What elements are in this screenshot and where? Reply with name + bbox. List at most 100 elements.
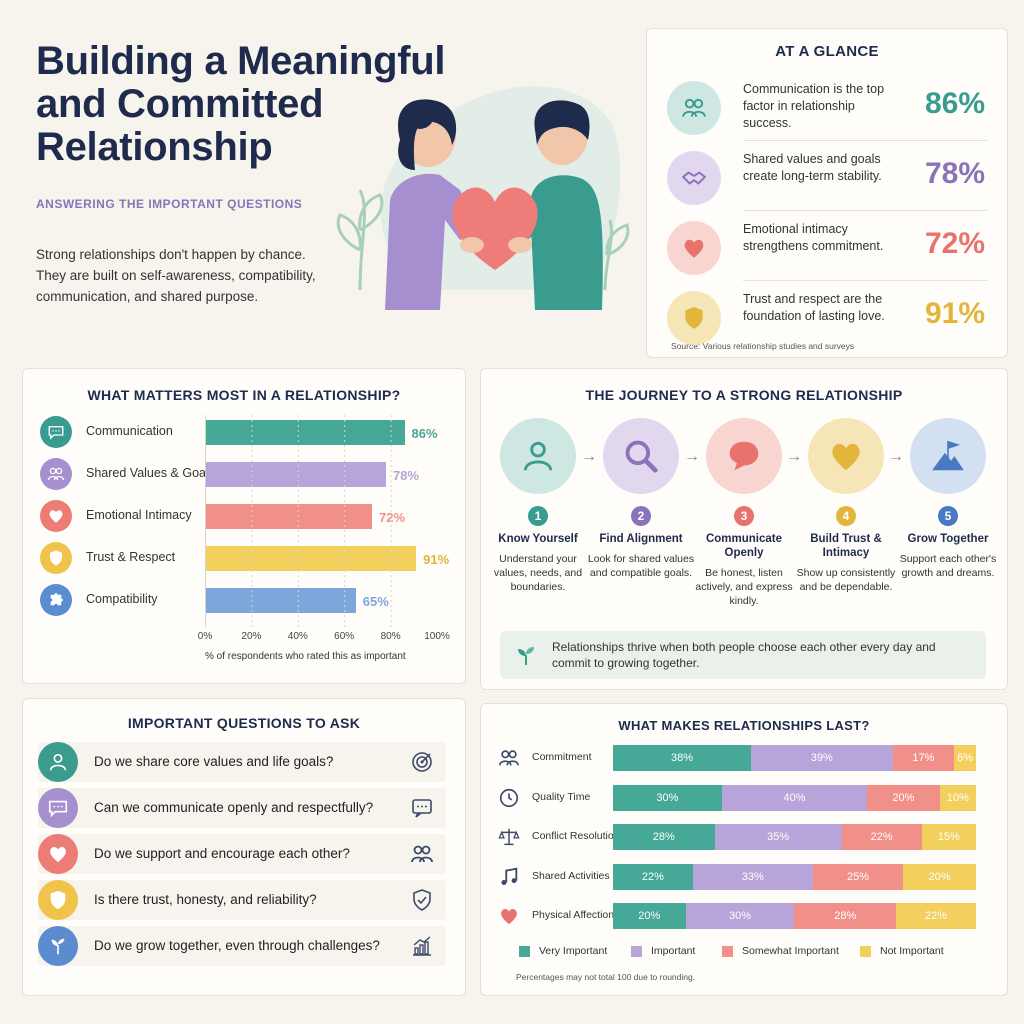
heart-icon [808, 418, 884, 494]
glance-item-percent: 78% [924, 157, 985, 190]
stacked-segment: 22% [896, 903, 976, 929]
person-icon [38, 742, 78, 782]
legend-label: Important [651, 945, 696, 957]
stacked-bar: 38% 39% 17% 6% [613, 745, 976, 771]
shield-icon [40, 542, 72, 574]
bar-value-label: 86% [411, 426, 438, 441]
stacked-row: Physical Affection 20% 30% 28% 22% [498, 903, 978, 929]
legend-swatch [631, 946, 642, 957]
what-matters-title: WHAT MATTERS MOST IN A RELATIONSHIP? [87, 387, 401, 403]
bar-value-label: 91% [423, 552, 450, 567]
question-text: Do we support and encourage each other? [94, 846, 350, 861]
glance-item-percent: 72% [924, 227, 985, 260]
divider [743, 210, 987, 211]
stacked-row: Conflict Resolution 28% 35% 22% 15% [498, 824, 978, 850]
bar-row: Shared Values & Goals [40, 458, 460, 490]
stacked-segment: 22% [841, 824, 922, 850]
glance-item-text: Trust and respect are the foundation of … [743, 292, 885, 323]
stacked-segment: 6% [954, 745, 976, 771]
arrow-icon: → [888, 448, 904, 465]
x-axis-tick-label: 60% [334, 631, 355, 642]
stacked-segment: 40% [721, 784, 868, 811]
bar-value-label: 78% [392, 468, 419, 483]
heart-icon [498, 905, 522, 927]
step-title: Find Alignment [599, 533, 683, 545]
stacked-row-label: Conflict Resolution [532, 830, 620, 842]
question-item: Is there trust, honesty, and reliability… [38, 880, 446, 920]
heart-icon [40, 500, 72, 532]
sprout-icon [38, 926, 78, 966]
stacked-segment: 20% [613, 903, 686, 929]
people-icon [667, 81, 721, 135]
bar-label: Shared Values & Goals [86, 466, 216, 480]
glance-item-text: Communication is the top factor in relat… [743, 82, 885, 130]
stacked-segment: 22% [613, 863, 693, 890]
magnifier-icon [603, 418, 679, 494]
stacked-segment: 20% [903, 863, 976, 890]
glance-item: Emotional intimacy strengthens commitmen… [667, 213, 987, 281]
stacked-segment: 38% [613, 745, 751, 771]
rounding-footnote: Percentages may not total 100 due to rou… [516, 972, 696, 982]
people-icon [40, 458, 72, 490]
bar-label: Communication [86, 424, 173, 438]
question-item: Do we grow together, even through challe… [38, 926, 446, 966]
step-title: Build Trust & Intimacy [810, 533, 882, 559]
step-description: Understand your values, needs, and bound… [493, 553, 583, 593]
bar [205, 420, 405, 445]
journey-step: 5 Grow Together Support each other's growt… [893, 418, 1003, 580]
relationships-last-title: WHAT MAKES RELATIONSHIPS LAST? [618, 718, 870, 733]
glance-item-text: Emotional intimacy strengthens commitmen… [743, 222, 884, 253]
journey-step: 3 Communicate Openly Be honest, listen act… [689, 418, 799, 608]
step-number: 1 [528, 506, 548, 526]
bar-row: Emotional Intimacy [40, 500, 460, 532]
bar [205, 546, 417, 571]
stacked-row: Commitment 38% 39% 17% 6% [498, 745, 978, 771]
bar-value-label: 65% [362, 594, 389, 609]
legend-label: Very Important [539, 945, 608, 957]
target-icon [410, 750, 436, 776]
stacked-row-label: Shared Activities [532, 869, 610, 882]
puzzle-icon [40, 584, 72, 616]
stacked-bar: 20% 30% 28% 22% [613, 903, 976, 929]
x-axis-tick-label: 20% [241, 631, 262, 642]
stacked-segment: 15% [921, 824, 976, 850]
bar-row: Communication [40, 416, 460, 448]
stacked-segment: 30% [613, 784, 722, 811]
handshake-icon [667, 151, 721, 205]
leaf-decoration-icon [336, 189, 630, 291]
intro-text: Strong relationships don't happen by cha… [36, 247, 316, 304]
stacked-segment: 35% [714, 824, 842, 850]
people-icon [498, 747, 522, 769]
journey-note-text: Relationships thrive when both people ch… [552, 640, 936, 670]
stacked-segment: 28% [794, 903, 897, 929]
x-axis-tick-label: 80% [380, 631, 401, 642]
legend-label: Somewhat Important [742, 945, 839, 957]
journey-title: THE JOURNEY TO A STRONG RELATIONSHIP [585, 387, 903, 403]
step-number: 2 [631, 506, 651, 526]
stacked-segment: 10% [939, 784, 976, 811]
step-title: Communicate Openly [705, 533, 783, 559]
divider [743, 140, 987, 141]
stacked-row-label: Commitment [532, 751, 592, 763]
question-item: Do we support and encourage each other? [38, 834, 446, 874]
step-number: 5 [938, 506, 958, 526]
stacked-segment: 39% [750, 745, 893, 771]
chat-icon [40, 416, 72, 448]
page-subtitle: ANSWERING THE IMPORTANT QUESTIONS [36, 197, 303, 211]
stacked-row: Shared Activities 22% 33% 25% 20% [498, 863, 978, 890]
arrow-icon: → [684, 448, 700, 465]
stacked-segment: 17% [892, 745, 955, 771]
glance-item-text: Shared values and goals create long-term… [743, 152, 882, 183]
x-axis-label: % of respondents who rated this as impor… [205, 651, 406, 662]
heart-icon [38, 834, 78, 874]
glance-item: Trust and respect are the foundation of … [667, 283, 987, 351]
stacked-segment: 25% [812, 863, 904, 890]
growth-chart-icon [410, 934, 436, 960]
stacked-segment: 20% [867, 784, 940, 811]
bar-label: Trust & Respect [86, 550, 176, 564]
stacked-segment: 28% [613, 824, 715, 850]
stacked-row: Quality Time 30% 40% 20% 10% [498, 784, 978, 811]
bar-value-label: 72% [379, 510, 406, 525]
legend-swatch [519, 946, 530, 957]
bar-row: Trust & Respect [40, 542, 460, 574]
